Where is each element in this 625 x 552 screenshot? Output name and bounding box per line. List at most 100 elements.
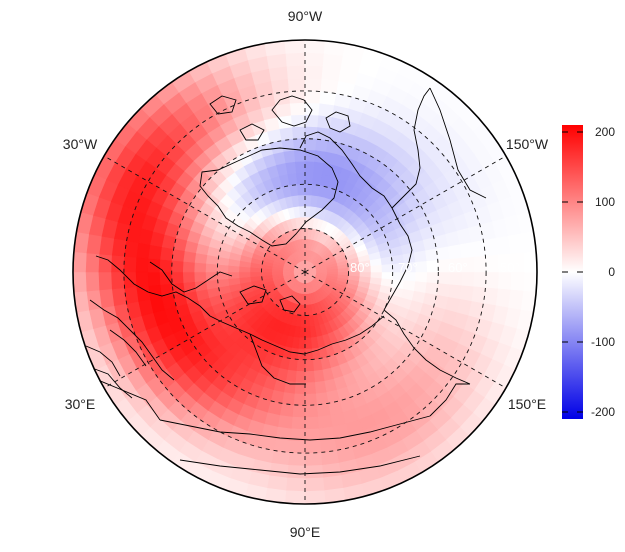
field-cell: [206, 279, 219, 290]
lon-label-30e: 30°E: [65, 396, 96, 412]
field-cell: [124, 240, 140, 258]
field-cell: [304, 90, 322, 105]
field-cell: [482, 238, 499, 257]
field-cell: [194, 271, 207, 282]
field-cell: [205, 263, 218, 273]
field-cell: [279, 127, 294, 142]
lon-label-150e: 150°E: [508, 396, 546, 412]
field-cell: [289, 102, 306, 117]
field-cell: [485, 254, 499, 273]
field-cell: [273, 91, 291, 107]
field-cell: [304, 336, 313, 349]
field-cell: [281, 138, 295, 153]
field-cell: [304, 452, 323, 466]
latitude-circle: [123, 90, 487, 454]
field-cell: [313, 369, 325, 383]
meridian-line: [304, 142, 530, 273]
field-cell: [304, 138, 317, 152]
field-cell: [298, 206, 306, 219]
field-cell: [472, 271, 487, 289]
field-cell: [266, 474, 288, 491]
field-cell: [287, 173, 298, 186]
field-cell: [160, 246, 175, 261]
field-cell: [304, 172, 314, 185]
latitude-circle: [216, 183, 394, 361]
latitude-circle: [261, 228, 349, 316]
field-cell: [205, 271, 218, 281]
field-cell: [304, 40, 326, 55]
field-cell: [296, 172, 306, 185]
colorbar-tick-label: 0: [608, 265, 615, 279]
field-cell: [136, 242, 151, 259]
field-cell: [424, 248, 439, 262]
longitude-labels: 90°W 30°W 150°W 30°E 150°E 90°E: [63, 8, 549, 540]
field-cell: [522, 251, 537, 273]
field-cell: [337, 267, 349, 273]
field-cell: [435, 246, 450, 261]
graticule: [80, 40, 530, 504]
field-cell: [321, 462, 342, 478]
latitude-labels: 80° 70° 60° 50°: [350, 260, 520, 275]
field-cell: [266, 53, 288, 70]
field-cell: [322, 474, 344, 491]
field-cell: [123, 255, 138, 273]
field-cell: [111, 271, 125, 290]
field-cell: [239, 271, 252, 279]
field-cell: [277, 414, 293, 429]
field-cell: [321, 66, 342, 82]
field-cell: [294, 149, 306, 163]
colorbar-gradient: [562, 125, 583, 419]
field-cell: [287, 78, 306, 92]
field-cell: [300, 228, 306, 240]
field-cell: [304, 427, 321, 442]
field-cell: [160, 283, 175, 298]
field-cell: [261, 271, 273, 277]
field-cell: [297, 183, 306, 197]
colorbar-tick-label: -100: [591, 335, 615, 349]
field-cell: [288, 439, 306, 454]
map-disc: [73, 40, 537, 504]
field-cell: [522, 271, 537, 293]
field-cell: [459, 242, 474, 259]
field-cell: [304, 476, 325, 492]
lon-label-150w: 150°W: [506, 136, 549, 152]
field-cell: [304, 65, 324, 80]
field-cell: [472, 255, 487, 273]
colorbar-tick-label: 200: [595, 125, 615, 139]
field-cell: [99, 235, 115, 256]
map-border: [72, 39, 538, 505]
field-cell: [111, 287, 128, 306]
field-cell: [285, 52, 306, 68]
field-cell: [304, 404, 318, 418]
lat-label-60: 60°: [448, 260, 468, 275]
field-cell: [304, 52, 325, 68]
field-cell: [194, 262, 207, 273]
field-cell: [380, 271, 394, 280]
field-cell: [304, 489, 326, 504]
field-cell: [111, 254, 125, 273]
field-cell: [273, 437, 291, 453]
field-cell: [271, 449, 290, 466]
colorbar-tick-label: 100: [595, 195, 615, 209]
field-cell: [292, 404, 306, 418]
meridian-line: [304, 271, 530, 402]
field-cell: [312, 358, 323, 371]
field-cell: [148, 244, 163, 260]
meridian-line: [80, 142, 306, 273]
field-cell: [293, 392, 306, 406]
field-cell: [304, 78, 323, 92]
field-cell: [304, 381, 316, 395]
meridian-line: [80, 271, 306, 402]
field-cell: [304, 304, 310, 316]
field-cell: [304, 439, 322, 454]
field-cell: [495, 235, 511, 256]
field-cell: [380, 264, 394, 273]
field-cell: [317, 414, 333, 429]
field-cell: [277, 115, 293, 130]
field-cell: [99, 288, 115, 309]
field-cell: [304, 464, 324, 479]
field-cell: [295, 370, 306, 383]
field-cell: [507, 289, 524, 311]
field-cell: [85, 271, 101, 292]
